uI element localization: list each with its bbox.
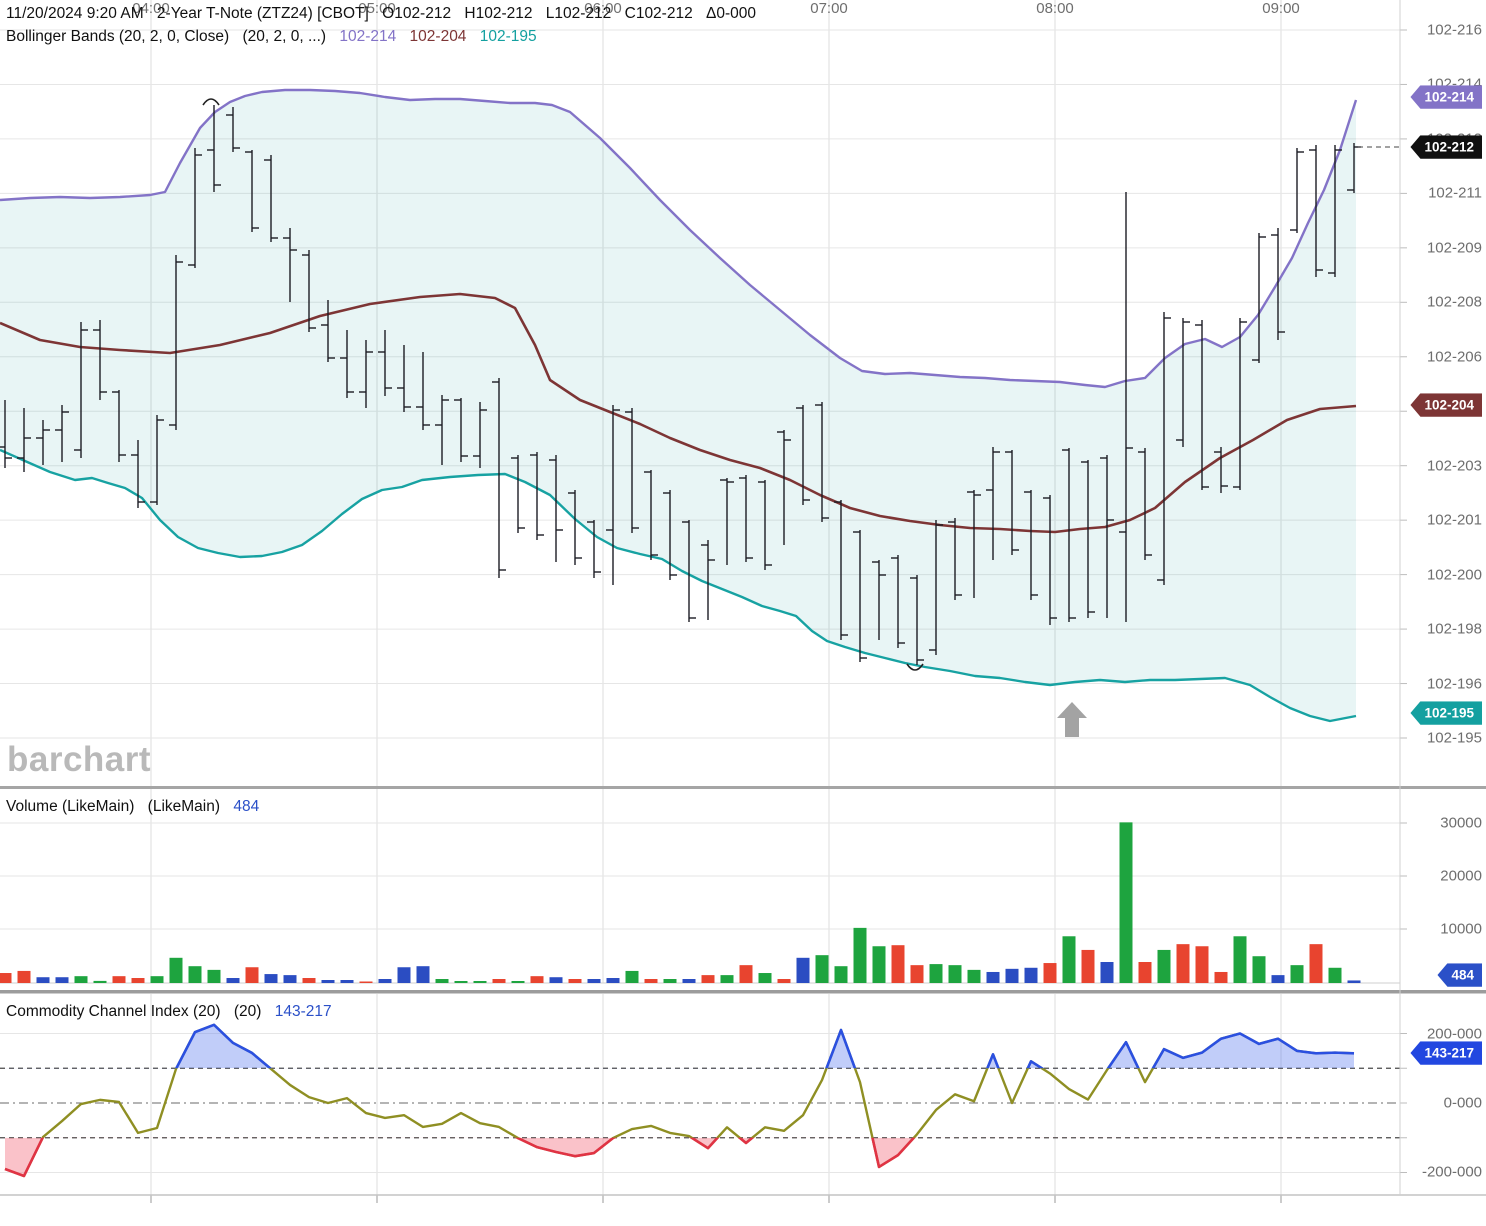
price-axis-label: 102-196 — [1426, 675, 1482, 693]
cci-axis-label: 0-000 — [1443, 1094, 1482, 1112]
quote-low: L102-212 — [545, 5, 612, 22]
volume-axis-label: 20000 — [1440, 867, 1482, 885]
price-axis-label: 102-209 — [1426, 239, 1482, 257]
price-badge: 102-204 — [1410, 393, 1482, 417]
cci-value: 143-217 — [274, 1003, 332, 1020]
price-axis-label: 102-195 — [1426, 729, 1482, 747]
cci-axis-label: -200-000 — [1421, 1163, 1482, 1181]
quote-datetime: 11/20/2024 9:20 AM — [6, 5, 144, 22]
indicator-legend-volume[interactable]: Volume (LikeMain) (LikeMain) 484 — [6, 798, 268, 816]
bollinger-label: Bollinger Bands (20, 2, 0, Close) — [6, 28, 230, 45]
time-axis-label: 05:00 — [358, 0, 396, 17]
volume-params: (LikeMain) — [147, 798, 221, 815]
time-axis-label: 06:00 — [584, 0, 622, 17]
price-axis-label: 102-206 — [1426, 348, 1482, 366]
bollinger-params: (20, 2, 0, ...) — [242, 28, 327, 45]
price-axis-label: 102-200 — [1426, 566, 1482, 584]
barchart-logo: barchart — [7, 740, 152, 779]
bollinger-middle-value: 102-204 — [409, 28, 467, 45]
cci-axis-label: 200-000 — [1426, 1025, 1482, 1043]
instrument-name: 2-Year T-Note (ZTZ24) [CBOT] — [156, 5, 369, 22]
bollinger-upper-value: 102-214 — [339, 28, 397, 45]
quote-high: H102-212 — [464, 5, 533, 22]
time-axis-label: 09:00 — [1262, 0, 1300, 17]
price-badge: 102-212 — [1410, 135, 1482, 159]
cci-label: Commodity Channel Index (20) — [6, 1003, 221, 1020]
price-badge: 143-217 — [1410, 1041, 1482, 1065]
price-axis-label: 102-198 — [1426, 620, 1482, 638]
volume-axis-label: 30000 — [1440, 814, 1482, 832]
quote-open: O102-212 — [382, 5, 452, 22]
price-axis-label: 102-203 — [1426, 457, 1482, 475]
time-axis-label: 08:00 — [1036, 0, 1074, 17]
price-axis-label: 102-201 — [1426, 511, 1482, 529]
indicator-legend-bollinger[interactable]: Bollinger Bands (20, 2, 0, Close) (20, 2… — [6, 28, 546, 46]
quote-close: C102-212 — [624, 5, 693, 22]
price-axis-label: 102-211 — [1428, 184, 1482, 202]
cci-params: (20) — [233, 1003, 262, 1020]
price-badge: 102-195 — [1410, 701, 1482, 725]
price-axis-label: 102-216 — [1426, 21, 1482, 39]
price-badge: 484 — [1437, 963, 1482, 987]
price-badge: 102-214 — [1410, 85, 1482, 109]
chart-title-bar: 11/20/2024 9:20 AM 2-Year T-Note (ZTZ24)… — [6, 5, 765, 23]
indicator-legend-cci[interactable]: Commodity Channel Index (20) (20) 143-21… — [6, 1003, 341, 1021]
time-axis-label: 07:00 — [810, 0, 848, 17]
volume-value: 484 — [233, 798, 260, 815]
quote-change: Δ0-000 — [706, 5, 757, 22]
price-axis-label: 102-208 — [1426, 293, 1482, 311]
volume-label: Volume (LikeMain) — [6, 798, 135, 815]
volume-axis-label: 10000 — [1440, 920, 1482, 938]
time-axis-label: 04:00 — [132, 0, 170, 17]
bollinger-lower-value: 102-195 — [479, 28, 537, 45]
